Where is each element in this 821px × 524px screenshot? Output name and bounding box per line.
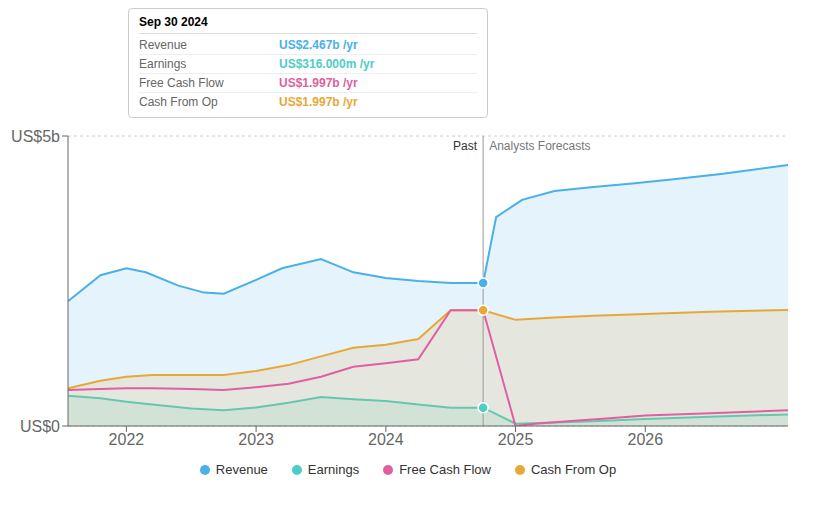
- svg-text:2022: 2022: [109, 431, 145, 448]
- svg-text:US$5b: US$5b: [11, 128, 60, 145]
- svg-text:2024: 2024: [368, 431, 404, 448]
- html-text:Free Cash Flow: Free Cash Flow: [399, 462, 491, 477]
- svg-text:2023: 2023: [238, 431, 274, 448]
- svg-text:Analysts Forecasts: Analysts Forecasts: [489, 139, 590, 153]
- html-text:US$1.997b /yr: US$1.997b /yr: [279, 95, 358, 109]
- html-text:Earnings: Earnings: [139, 57, 187, 71]
- html-text:Cash From Op: Cash From Op: [139, 95, 218, 109]
- html-text:Revenue: Revenue: [139, 38, 187, 52]
- html-text:US$2.467b /yr: US$2.467b /yr: [279, 38, 358, 52]
- html-text:Cash From Op: Cash From Op: [530, 462, 617, 477]
- html-text:Earnings: Earnings: [307, 462, 360, 477]
- html-text:Revenue: Revenue: [215, 462, 268, 477]
- svg-text:2025: 2025: [498, 431, 534, 448]
- html-text:Sep 30 2024: Sep 30 2024: [139, 15, 208, 29]
- html-text:US$316.000m /yr: US$316.000m /yr: [279, 57, 375, 71]
- html-text:US$1.997b /yr: US$1.997b /yr: [279, 76, 358, 90]
- svg-text:Past: Past: [453, 139, 478, 153]
- svg-text:US$0: US$0: [20, 418, 60, 435]
- svg-text:2026: 2026: [628, 431, 664, 448]
- html-text:Free Cash Flow: Free Cash Flow: [139, 76, 224, 90]
